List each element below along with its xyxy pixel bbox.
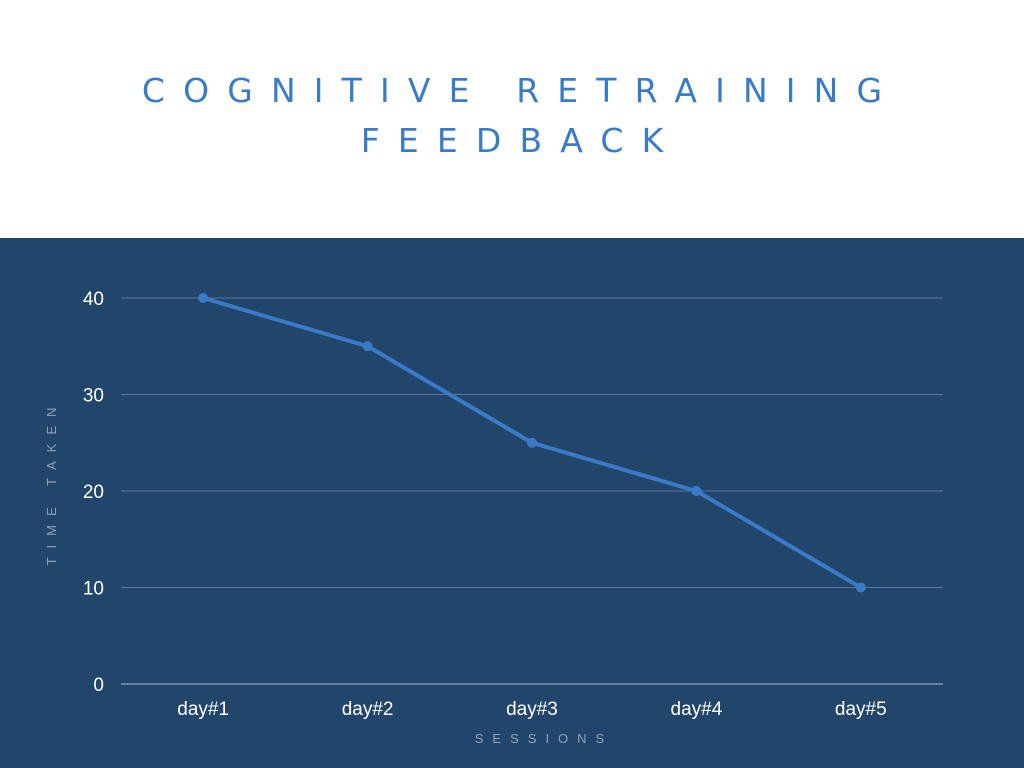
- chart-title-line-1: COGNITIVE RETRAINING: [141, 71, 901, 110]
- data-point: [362, 341, 373, 352]
- y-tick-label: 40: [83, 289, 104, 310]
- chart-header: COGNITIVE RETRAINING FEEDBACK: [0, 0, 1024, 238]
- data-point: [691, 486, 702, 496]
- x-tick-label: day#3: [506, 699, 558, 720]
- data-point: [527, 437, 537, 448]
- gridlines: [121, 297, 943, 685]
- data-point: [198, 293, 209, 303]
- line-chart: 0 10 20 30 40 day#1 day#2 day#3 day#4 day#5 TIME…: [44, 289, 943, 746]
- chart-panel: 0 10 20 30 40 day#1 day#2 day#3 day#4 day#5 TIME…: [0, 238, 1024, 768]
- y-tick-label: 20: [83, 482, 104, 503]
- data-point: [855, 582, 866, 593]
- chart-title-line-2: FEEDBACK: [360, 121, 682, 160]
- y-tick-label: 30: [83, 386, 104, 407]
- y-axis-title: TIME TAKEN: [44, 399, 59, 566]
- x-tick-label: day#5: [835, 699, 887, 720]
- y-tick-label: 0: [93, 675, 104, 696]
- y-tick-label: 10: [83, 579, 104, 600]
- y-axis-ticks: 0 10 20 30 40: [83, 289, 104, 696]
- series-layer: [198, 293, 866, 593]
- x-axis-ticks: day#1 day#2 day#3 day#4 day#5: [177, 699, 886, 720]
- x-tick-label: day#4: [671, 699, 723, 720]
- x-tick-label: day#1: [177, 699, 229, 720]
- x-tick-label: day#2: [342, 699, 394, 720]
- x-axis-title: SESSIONS: [475, 731, 613, 746]
